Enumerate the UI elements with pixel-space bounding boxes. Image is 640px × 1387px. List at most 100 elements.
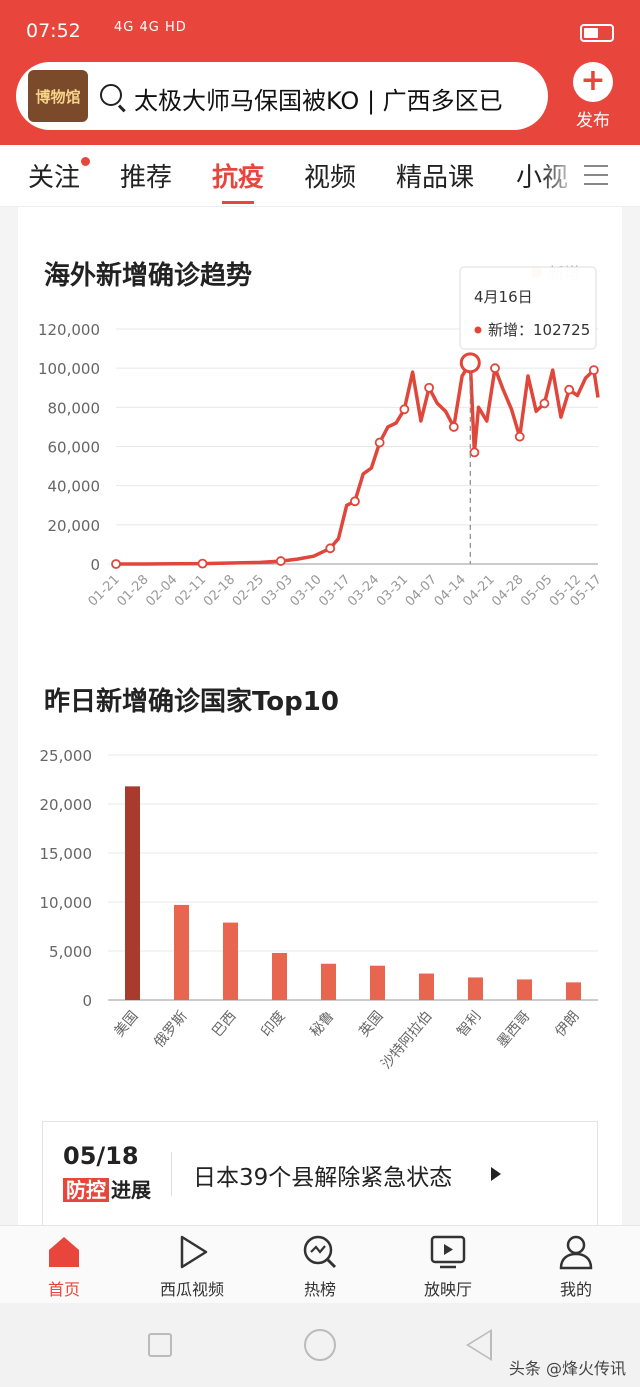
back-icon[interactable] [466, 1329, 492, 1361]
x-tick-label: 01-28 [114, 572, 151, 609]
line-chart[interactable]: 120,000100,00080,00060,00040,00020,00000… [18, 257, 622, 677]
data-point [490, 363, 500, 374]
bar-chart[interactable]: 25,000 20,000 15,000 10,000 5,000 0 美国 俄罗斯 巴西 印度秘… [18, 735, 622, 1105]
tab-following[interactable]: 关注 [28, 157, 91, 194]
nav-label: 首页 [47, 1280, 80, 1299]
badge-red: 防控 [63, 1178, 109, 1202]
home-icon [46, 1234, 82, 1270]
bar [468, 977, 483, 1000]
nav-home[interactable]: 首页 [9, 1234, 119, 1300]
data-point [588, 365, 599, 376]
y-tick-label: 0 [90, 556, 100, 574]
x-tick-label: 04-14 [432, 572, 469, 609]
data-point [514, 431, 525, 442]
x-tick-label: 印度 [258, 1008, 288, 1040]
status-time: 07:52 [26, 20, 81, 42]
tab-anti-epidemic[interactable]: 抗疫 [212, 157, 264, 204]
data-point [197, 558, 208, 569]
watermark: 头条 @烽火传讯 [508, 1359, 626, 1378]
bar [419, 973, 434, 1000]
news-date: 05/18 [63, 1142, 139, 1170]
search-bar[interactable]: 博物馆 太极大师马保国被KO | 广西多区已 [16, 62, 548, 130]
x-tick-label: 04-21 [460, 572, 497, 609]
nav-cinema[interactable]: 放映厅 [393, 1234, 503, 1300]
x-tick-label: 03-24 [345, 572, 382, 609]
data-point [424, 382, 434, 393]
y-tick-label: 25,000 [40, 747, 93, 765]
nav-label: 我的 [559, 1280, 592, 1299]
x-tick-label: 02-04 [143, 572, 180, 609]
nav-xigua-video[interactable]: 西瓜视频 [137, 1234, 247, 1300]
data-point [448, 422, 459, 432]
x-tick-label: 02-11 [172, 572, 209, 609]
y-tick-label: 20,000 [48, 517, 101, 535]
data-point [539, 398, 550, 409]
nav-trending[interactable]: 热榜 [265, 1234, 375, 1300]
x-tick-label: 美国 [111, 1008, 141, 1040]
nav-label: 热榜 [303, 1280, 336, 1299]
system-nav: 头条 @烽火传讯 [0, 1303, 640, 1387]
news-banner[interactable]: 05/18 防控 进展 日本39个县解除紧急状态 [42, 1121, 598, 1231]
x-tick-label: 03-03 [259, 572, 296, 609]
bar [321, 963, 336, 1000]
bar [566, 982, 581, 1000]
x-tick-label: 03-10 [287, 572, 324, 609]
y-tick-label: 10,000 [40, 894, 93, 912]
x-tick-label: 伊朗 [552, 1008, 582, 1040]
news-headline[interactable]: 日本39个县解除紧急状态 [193, 1165, 453, 1191]
tab-recommend[interactable]: 推荐 [120, 163, 173, 193]
tooltip-marker [474, 326, 482, 334]
signal-icons: 4G 4G HD [114, 20, 187, 35]
x-tick-label: 04-07 [403, 572, 440, 609]
tooltip-date: 4月16日 [474, 288, 533, 306]
search-input[interactable]: 太极大师马保国被KO | 广西多区已 [134, 87, 503, 115]
bottom-nav: 首页 西瓜视频 热榜 放映厅 我的 [0, 1225, 640, 1303]
x-tick-label: 01-21 [86, 572, 123, 609]
y-tick-label: 80,000 [48, 399, 101, 417]
play-icon [174, 1234, 210, 1270]
data-point [325, 543, 336, 554]
data-point [350, 496, 360, 507]
y-tick-label: 40,000 [48, 478, 101, 496]
x-tick-label: 巴西 [209, 1008, 239, 1040]
bar [370, 965, 385, 1000]
plus-icon: + [573, 62, 613, 102]
data-point [564, 384, 575, 395]
x-tick-label: 02-25 [230, 572, 267, 609]
x-tick-label: 智利 [454, 1008, 484, 1040]
nav-mine[interactable]: 我的 [521, 1234, 631, 1300]
tab-label: 关注 [28, 163, 81, 193]
x-tick-label: 03-17 [316, 572, 353, 609]
bar-chart-title: 昨日新增确诊国家Top10 [44, 687, 339, 717]
tooltip-value: 新增：102725 [488, 321, 590, 339]
search-icon [100, 84, 122, 106]
badge-black: 进展 [111, 1178, 151, 1202]
bar [174, 904, 189, 1000]
x-tick-label: 03-31 [374, 572, 411, 609]
home-button-icon[interactable] [304, 1329, 336, 1361]
recent-apps-icon[interactable] [148, 1333, 172, 1357]
museum-logo[interactable]: 博物馆 [28, 70, 88, 122]
tab-premium-course[interactable]: 精品课 [396, 163, 475, 193]
series-line [116, 361, 600, 566]
publish-button[interactable]: + 发布 [568, 62, 618, 131]
nav-label: 放映厅 [423, 1280, 472, 1299]
data-point [111, 559, 121, 569]
data-point [469, 447, 480, 458]
bar [517, 979, 532, 1000]
play-arrow-icon [491, 1167, 501, 1181]
tooltip-box [459, 266, 597, 350]
x-tick-label: 02-18 [201, 572, 238, 609]
menu-icon[interactable] [584, 165, 608, 185]
news-badge: 防控 进展 [63, 1174, 151, 1203]
y-tick-label: 60,000 [48, 439, 101, 457]
y-tick-label: 0 [82, 992, 92, 1010]
x-tick-label: 俄罗斯 [151, 1008, 190, 1050]
line-chart-title: 海外新增确诊趋势 [44, 261, 253, 291]
user-icon [558, 1234, 594, 1270]
epidemic-card: 海外新增确诊趋势 120,000 100,000 80,000 60,000 40,00… [18, 207, 622, 1231]
channel-tabs: 关注 推荐 抗疫 视频 精品课 小视 [0, 145, 640, 207]
tab-video[interactable]: 视频 [304, 163, 357, 193]
y-tick-label: 120,000 [38, 321, 100, 339]
x-tick-label: 秘鲁 [307, 1008, 337, 1040]
